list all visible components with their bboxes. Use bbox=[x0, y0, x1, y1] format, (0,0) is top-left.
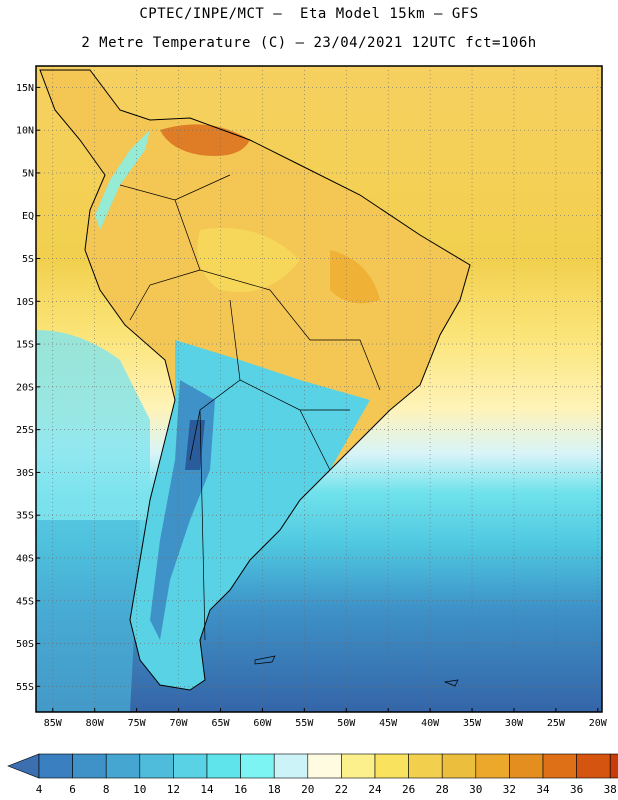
lat-label: 55S bbox=[16, 682, 34, 693]
colorbar-label: 6 bbox=[69, 783, 76, 796]
colorbar-label: 34 bbox=[536, 783, 550, 796]
islands bbox=[254, 655, 459, 687]
colorbar-label: 10 bbox=[133, 783, 146, 796]
colorbar-swatch bbox=[173, 753, 208, 779]
map-canvas bbox=[36, 66, 602, 712]
lat-label: 45S bbox=[16, 596, 34, 607]
lon-label: 40W bbox=[421, 718, 440, 729]
colorbar-low-arrow bbox=[7, 753, 40, 779]
colorbar-label: 38 bbox=[604, 783, 617, 796]
colorbar-swatch bbox=[72, 753, 107, 779]
colorbar-swatch bbox=[38, 753, 73, 779]
lat-label: 25S bbox=[16, 425, 34, 436]
lon-label: 60W bbox=[253, 718, 272, 729]
lat-label: 10S bbox=[16, 297, 34, 308]
colorbar-swatch bbox=[441, 753, 477, 779]
lat-label: 10N bbox=[16, 126, 34, 137]
colorbar-swatch bbox=[307, 753, 342, 779]
colorbar-label: 14 bbox=[200, 783, 214, 796]
colorbar-label: 8 bbox=[103, 783, 110, 796]
colorbar-label: 22 bbox=[335, 783, 348, 796]
lon-label: 30W bbox=[505, 718, 524, 729]
lat-label: 50S bbox=[16, 639, 34, 650]
colorbar-swatch bbox=[341, 753, 376, 779]
lat-label: EQ bbox=[22, 211, 34, 222]
lat-label: 15N bbox=[16, 83, 34, 94]
colorbar-label: 32 bbox=[503, 783, 516, 796]
colorbar-swatch bbox=[206, 753, 241, 779]
colorbar-label: 36 bbox=[570, 783, 583, 796]
lat-label: 5S bbox=[22, 254, 34, 265]
lon-label: 45W bbox=[379, 718, 398, 729]
colorbar-label: 26 bbox=[402, 783, 415, 796]
colorbar-label: 20 bbox=[301, 783, 314, 796]
latitude-labels: 15N 10N 5N EQ 5S 10S 15S 20S 25S 30S 35S 40S 45S 50S 5… bbox=[16, 83, 40, 693]
northeast-warm-area bbox=[330, 250, 380, 304]
colorbar-swatch bbox=[408, 753, 443, 779]
map-frame bbox=[35, 65, 603, 713]
lat-label: 35S bbox=[16, 511, 34, 522]
lat-label: 40S bbox=[16, 553, 34, 564]
andes-coldest bbox=[185, 420, 205, 470]
colorbar-swatch bbox=[374, 753, 409, 779]
colorbar-swatch bbox=[542, 753, 577, 779]
colorbar: 4 6 8 10 12 14 16 18 20 22 24 26 28 30 32 34 36 38 bbox=[7, 753, 618, 796]
colorbar-swatch bbox=[576, 753, 611, 779]
country-borders bbox=[119, 174, 381, 641]
colorbar-label: 16 bbox=[234, 783, 247, 796]
colorbar-label: 18 bbox=[268, 783, 281, 796]
lon-label: 70W bbox=[170, 718, 189, 729]
lon-label: 85W bbox=[44, 718, 63, 729]
colorbar-swatch bbox=[105, 753, 141, 779]
colorbar-label: 28 bbox=[436, 783, 449, 796]
colorbar-swatch bbox=[609, 753, 618, 779]
title-line-2: 2 Metre Temperature (C) – 23/04/2021 12U… bbox=[81, 35, 537, 51]
lon-label: 50W bbox=[337, 718, 356, 729]
lon-label: 35W bbox=[463, 718, 482, 729]
northern-andes-strip bbox=[95, 130, 150, 230]
colorbar-swatch bbox=[475, 753, 510, 779]
colorbar-label: 4 bbox=[36, 783, 43, 796]
colorbar-swatch bbox=[139, 753, 174, 779]
amazon-area bbox=[197, 228, 300, 292]
colorbar-swatch bbox=[273, 753, 309, 779]
lat-label: 5N bbox=[22, 168, 34, 179]
lon-label: 75W bbox=[128, 718, 147, 729]
colorbar-swatch bbox=[509, 753, 544, 779]
lat-label: 30S bbox=[16, 468, 34, 479]
lon-label: 80W bbox=[86, 718, 105, 729]
lon-label: 55W bbox=[295, 718, 314, 729]
pacific-cold-region bbox=[36, 520, 140, 712]
lon-label: 65W bbox=[211, 718, 230, 729]
longitude-labels: 85W 80W 75W 70W 65W 60W 55W 50W 45W 40W 35W 30W 25W 2… bbox=[44, 708, 608, 729]
lat-label: 15S bbox=[16, 340, 34, 351]
lon-label: 25W bbox=[547, 718, 566, 729]
colorbar-label: 12 bbox=[167, 783, 180, 796]
colorbar-label: 24 bbox=[368, 783, 382, 796]
colorbar-swatch bbox=[240, 753, 275, 779]
lon-label: 20W bbox=[589, 718, 608, 729]
lat-label: 20S bbox=[16, 382, 34, 393]
title-line-1: CPTEC/INPE/MCT – Eta Model 15km – GFS bbox=[139, 6, 479, 22]
coastline bbox=[39, 69, 471, 691]
colorbar-label: 30 bbox=[469, 783, 482, 796]
